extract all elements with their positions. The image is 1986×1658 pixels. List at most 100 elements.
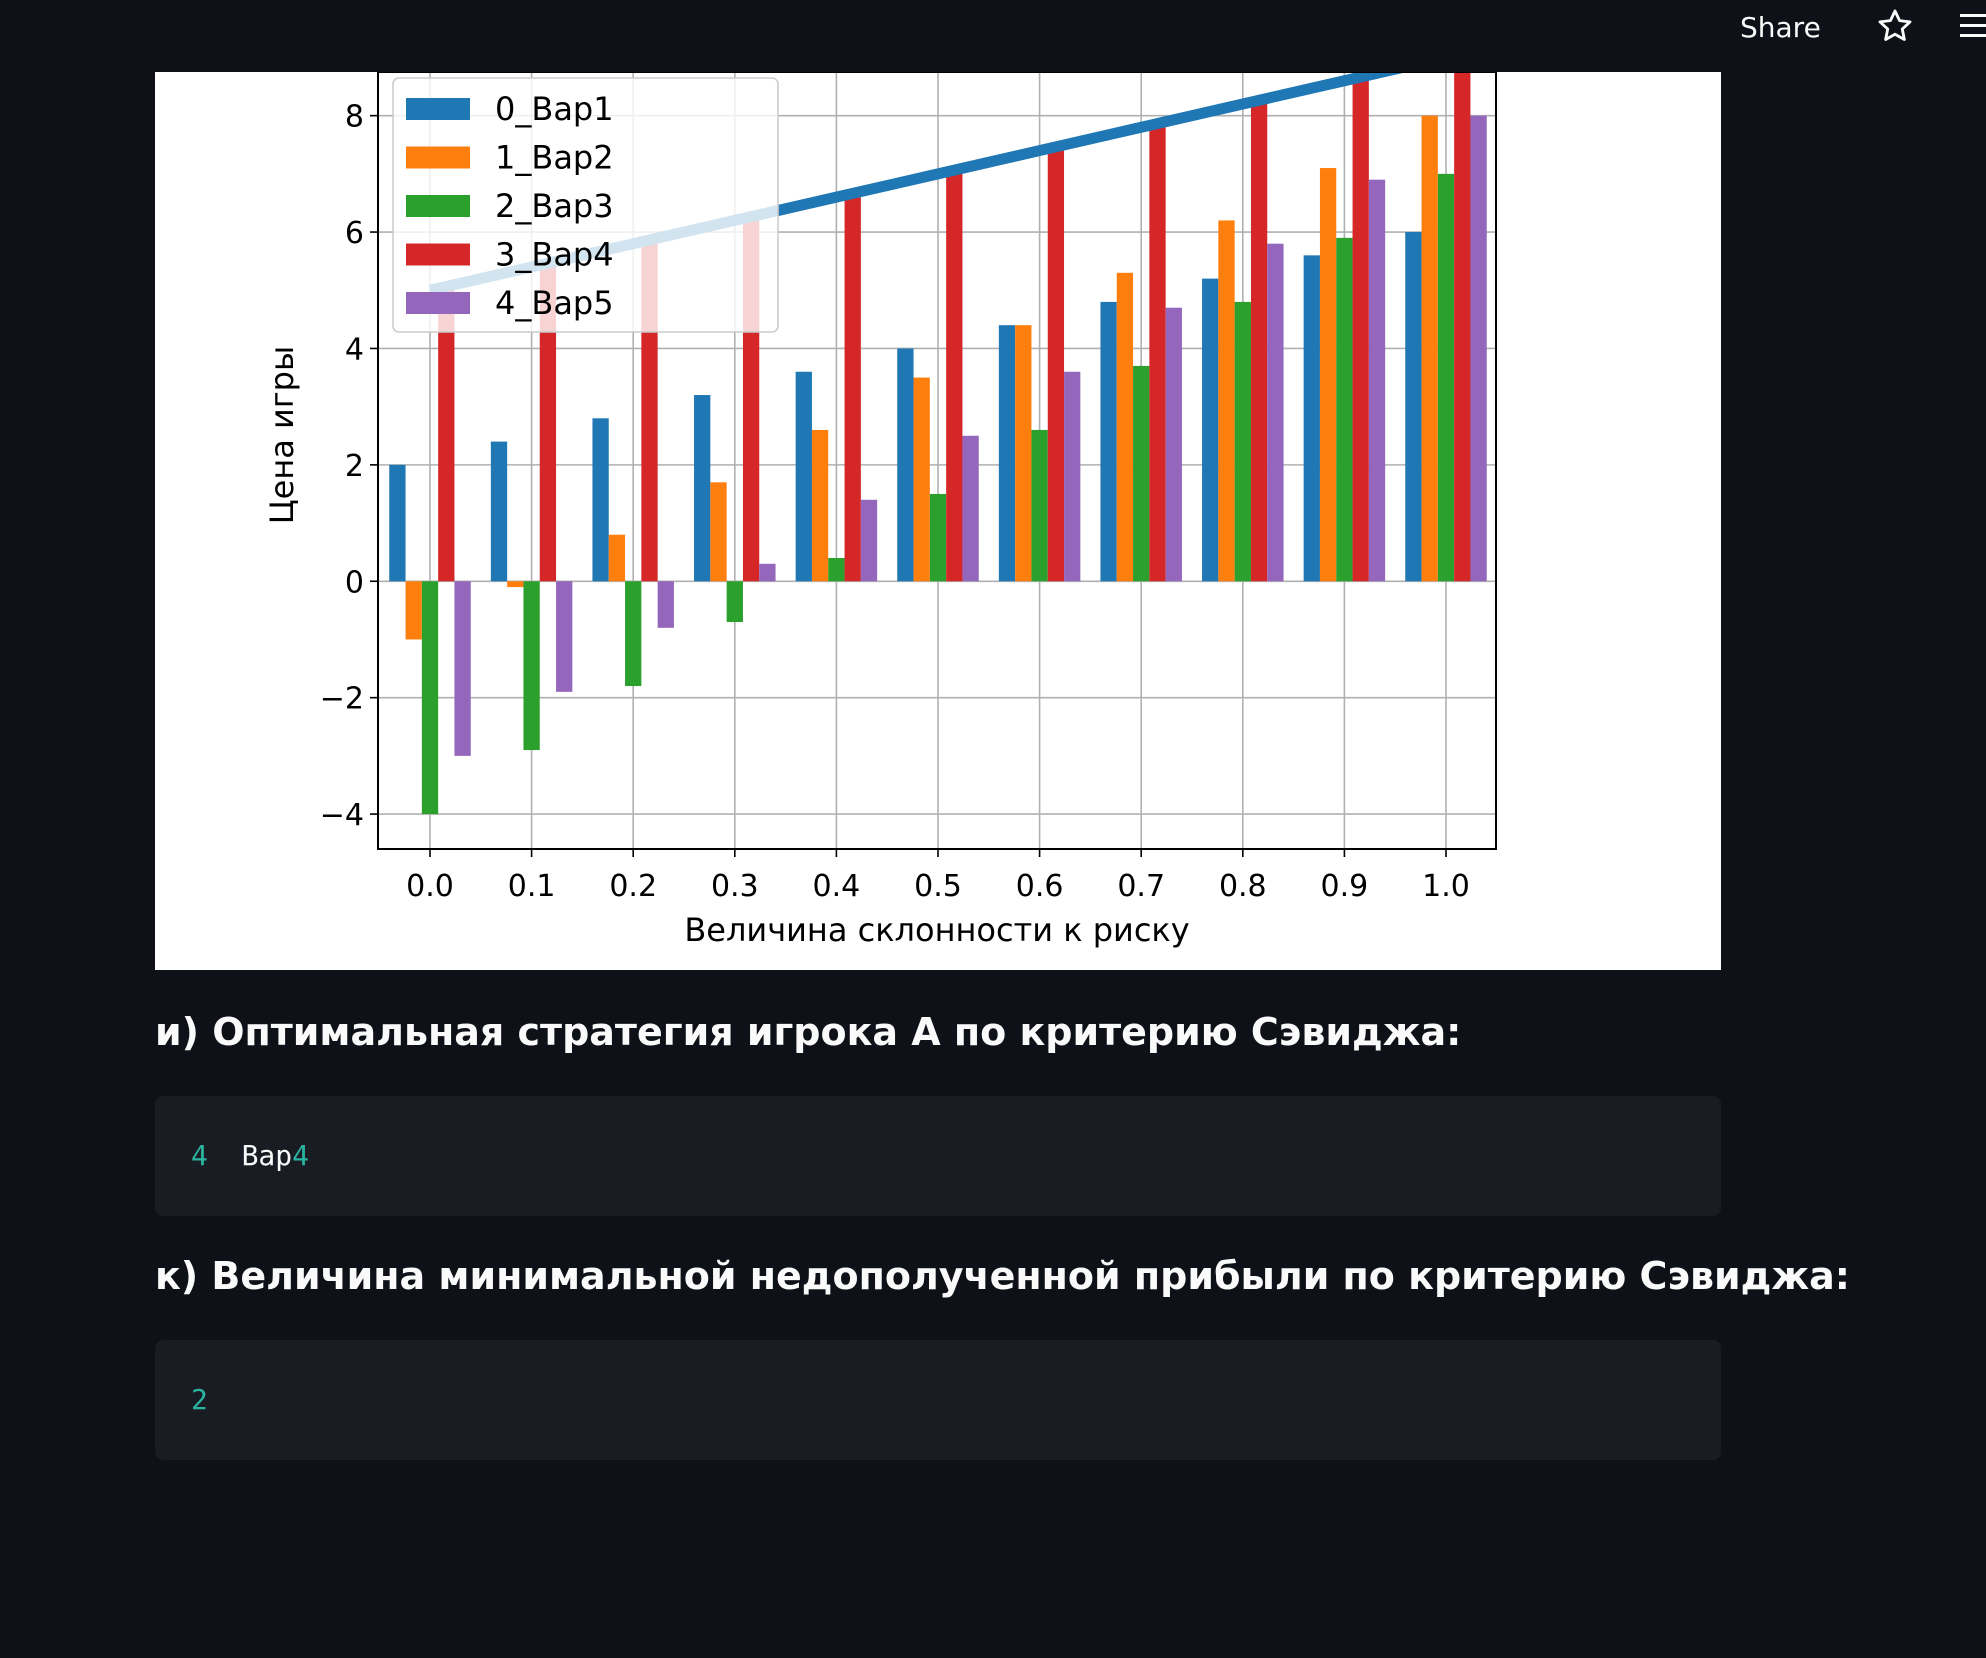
bar (507, 581, 524, 588)
bar (913, 377, 930, 582)
y-tick-label: −4 (320, 798, 364, 833)
bar (860, 499, 878, 582)
x-tick-label: 0.0 (406, 869, 454, 904)
savage-strategy-output: 4 Вар4 (155, 1096, 1721, 1216)
legend-box (392, 77, 779, 333)
bar (1368, 179, 1386, 582)
bar (828, 557, 845, 582)
legend: 0_Вар1 1_Вар2 2_Вар3 3_Вар4 4_Вар5 (392, 77, 779, 333)
bar (1047, 150, 1065, 582)
bar (454, 581, 471, 756)
x-tick-label: 0.6 (1016, 869, 1064, 904)
bar (795, 371, 812, 582)
legend-swatch (406, 292, 470, 314)
bar (897, 348, 914, 582)
bar-chart: 0.0 0.1 0.2 0.3 0.4 0.5 0.6 0.7 0.8 0.9 1.0 −4 −2 0 2 4… (263, 72, 1497, 949)
bar (539, 266, 557, 582)
x-tick-label: 0.7 (1117, 869, 1165, 904)
bar (438, 290, 455, 582)
y-tick-label: 0 (345, 565, 364, 600)
bar (1267, 243, 1284, 582)
x-axis-label: Величина склонности к риску (684, 911, 1189, 949)
bar (844, 197, 861, 582)
bar (710, 482, 727, 582)
hamburger-menu-icon[interactable] (1958, 11, 1986, 41)
x-tick-label: 0.8 (1219, 869, 1267, 904)
y-tick-label: 8 (345, 100, 364, 135)
legend-label: 0_Вар1 (495, 90, 614, 128)
bar (608, 534, 626, 582)
bar (1303, 255, 1320, 582)
min-regret-output: 2 (155, 1340, 1721, 1460)
bar (1234, 301, 1251, 582)
bar (1100, 301, 1117, 582)
bar (1454, 72, 1471, 582)
legend-label: 4_Вар5 (495, 284, 614, 322)
bar (1437, 173, 1455, 582)
bars (389, 72, 1487, 815)
bar (1031, 429, 1048, 582)
bar (1336, 237, 1353, 582)
x-tick-label: 0.5 (914, 869, 962, 904)
legend-label: 1_Вар2 (495, 139, 614, 177)
bar (811, 429, 829, 582)
bar (1470, 115, 1487, 582)
bar (556, 581, 573, 692)
bar (1149, 127, 1166, 582)
min-regret-value: 2 (191, 1383, 208, 1416)
strategy-name-number: 4 (292, 1139, 310, 1172)
bar (1421, 115, 1438, 582)
bar (929, 493, 947, 582)
bar (657, 581, 674, 628)
x-tick-label: 0.1 (508, 869, 556, 904)
legend-swatch (406, 146, 470, 169)
bar (1319, 168, 1337, 582)
star-icon[interactable] (1876, 7, 1914, 45)
bar (726, 581, 743, 623)
bar (1352, 80, 1369, 582)
y-axis-label: Цена игры (263, 346, 301, 524)
bar (405, 581, 422, 640)
share-button[interactable]: Share (1740, 11, 1821, 44)
plot-frame (377, 72, 1497, 850)
bar (421, 581, 439, 815)
min-regret-heading: к) Величина минимальной недополученной п… (155, 1254, 1850, 1298)
strategy-name: Вар (241, 1139, 293, 1172)
x-tick-label: 0.3 (711, 869, 759, 904)
savage-strategy-heading: и) Оптимальная стратегия игрока А по кри… (155, 1010, 1462, 1054)
x-tick-label: 1.0 (1422, 869, 1470, 904)
bar (625, 581, 642, 687)
y-tick-label: 2 (345, 449, 364, 484)
y-tick-label: 4 (345, 332, 364, 367)
y-tick-label: −2 (320, 682, 364, 717)
bar (759, 563, 776, 582)
bar (1218, 220, 1235, 582)
bar (1133, 365, 1150, 582)
bar (1064, 371, 1081, 582)
bar (946, 173, 963, 582)
bar (1405, 232, 1422, 582)
bar (592, 418, 609, 582)
bar (1015, 325, 1032, 582)
x-tick-label: 0.2 (609, 869, 657, 904)
bar (998, 325, 1016, 582)
bar (490, 441, 508, 582)
bar (1250, 104, 1268, 582)
bar (1165, 307, 1182, 582)
legend-swatch (406, 195, 470, 217)
bar (389, 464, 406, 582)
y-tick-label: 6 (345, 216, 364, 251)
axis-ticks: 0.0 0.1 0.2 0.3 0.4 0.5 0.6 0.7 0.8 0.9 1.0 −4 −2 0 2 4… (320, 100, 1470, 904)
legend-swatch (406, 98, 470, 120)
x-tick-label: 0.9 (1321, 869, 1369, 904)
chart-card: 0.0 0.1 0.2 0.3 0.4 0.5 0.6 0.7 0.8 0.9 1.0 −4 −2 0 2 4… (155, 72, 1721, 970)
legend-label: 2_Вар3 (495, 187, 614, 225)
bar (1116, 272, 1134, 582)
bar (694, 395, 711, 582)
legend-swatch (406, 243, 470, 266)
legend-label: 3_Вар4 (495, 236, 614, 274)
strategy-index: 4 (191, 1139, 208, 1172)
x-tick-label: 0.4 (813, 869, 861, 904)
top-bar: Share (0, 0, 1986, 72)
bar (1202, 278, 1219, 582)
